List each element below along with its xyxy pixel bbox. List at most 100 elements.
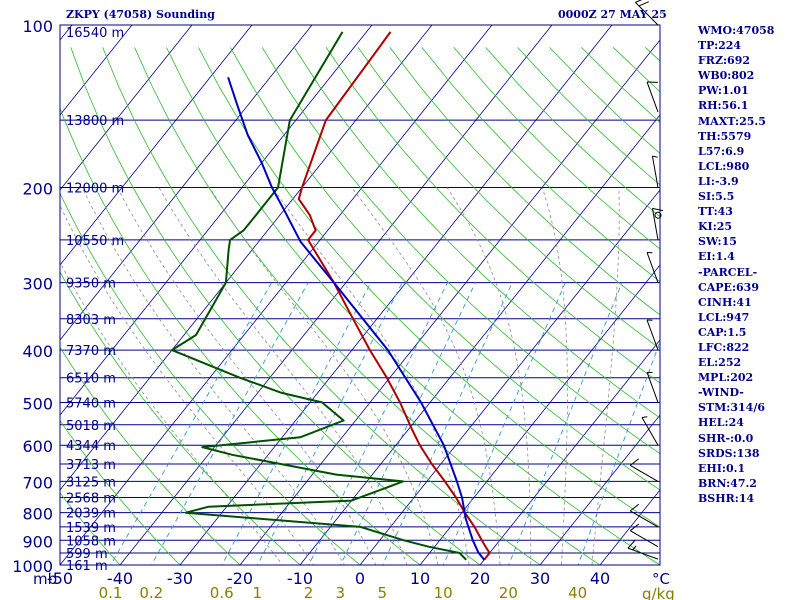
wind-barb (646, 319, 659, 351)
pressure-tick-label: 500 (22, 394, 53, 413)
index-item: MPL:202 (698, 371, 754, 385)
mixing-ratio-line (308, 282, 448, 565)
dry-adiabat (60, 107, 421, 565)
mixing-ratio-tick-label: 40 (568, 584, 587, 600)
index-item: HEL:24 (698, 416, 744, 430)
index-item: TP:224 (698, 39, 742, 53)
index-item: RH:56.1 (698, 99, 749, 113)
dry-adiabat (102, 47, 541, 565)
wind-barb (654, 211, 662, 219)
mixing-ratio-line (340, 282, 476, 565)
barb-flag (652, 207, 664, 212)
series-layer (170, 31, 491, 561)
indices-panel: WMO:47058 TP:224 FRZ:692 WB0:802 PW:1.01 RH:5… (698, 23, 774, 506)
barb-flag (647, 371, 653, 373)
barb-flag (638, 1, 650, 7)
y-axis-unit: mb (33, 570, 57, 588)
dry-adiabat (198, 47, 660, 528)
index-item: STM:314/6 (698, 401, 765, 415)
index-item: L57:6.9 (698, 144, 745, 158)
moist-adiabat (209, 187, 439, 565)
temperature-tick-label: 20 (470, 569, 490, 588)
height-label: 599 m (66, 547, 108, 562)
mixing-ratio-line (577, 340, 660, 565)
height-label: 9350 m (66, 277, 116, 292)
dry-adiabat (166, 47, 660, 565)
index-item: EHI:0.1 (698, 461, 746, 475)
dry-adiabat (357, 47, 660, 350)
isotherm (0, 25, 12, 565)
barb-flag (632, 545, 637, 551)
height-labels: 16540 m 13800 m 12000 m 10550 m 9350 m 8303 m… (66, 26, 124, 574)
dry-adiabat (421, 47, 660, 283)
index-item: BSHR:14 (698, 491, 755, 505)
pressure-tick-label: 300 (22, 275, 53, 294)
mixing-ratio-tick-label: 20 (499, 584, 518, 600)
wind-barbs (627, 0, 664, 560)
wind-barb (646, 81, 659, 113)
grid-layer (0, 25, 660, 565)
height-label: 10550 m (66, 234, 124, 249)
parcel-line (227, 76, 485, 561)
wind-barb (651, 155, 659, 188)
moist-adiabat (446, 187, 532, 565)
barb-staff (646, 319, 659, 351)
pressure-tick-label: 700 (22, 473, 53, 492)
barb-staff (630, 510, 659, 528)
index-item: EL:252 (698, 356, 742, 370)
barb-staff (630, 464, 659, 482)
isotherm (60, 25, 433, 491)
mixing-ratio-tick-label: 0.6 (210, 584, 234, 600)
height-label: 4344 m (66, 439, 116, 454)
isotherm (60, 25, 193, 191)
temperature-tick-label: -20 (227, 569, 253, 588)
mixing-ratio-tick-label: 2 (304, 584, 314, 600)
wind-barb (627, 539, 659, 560)
index-item: MAXT:25.5 (698, 114, 766, 128)
dry-adiabat (389, 47, 660, 316)
mixing-ratio-line (508, 282, 623, 565)
title: ZKPY (47058) Sounding (66, 8, 215, 21)
dry-adiabat (261, 47, 660, 455)
index-item: LCL:980 (698, 159, 750, 173)
dry-adiabat (293, 47, 660, 419)
wind-barb (651, 207, 664, 240)
index-item: LFC:822 (698, 340, 750, 354)
wind-barb (646, 252, 659, 283)
wind-barb (646, 371, 659, 403)
height-label: 1058 m (66, 534, 116, 549)
height-label: 3713 m (66, 458, 116, 473)
isotherm (60, 25, 373, 416)
pressure-tick-label: 200 (22, 180, 53, 199)
temperature-tick-label: -40 (107, 569, 133, 588)
height-label: 13800 m (66, 114, 124, 129)
index-item: TH:5579 (698, 129, 752, 143)
height-label: 3125 m (66, 475, 116, 490)
temperature-line (297, 31, 491, 561)
dry-adiabat (325, 47, 660, 384)
dry-adiabat (60, 492, 121, 565)
barb-staff (646, 81, 659, 113)
height-label: 5740 m (66, 396, 116, 411)
mixing-ratio-unit: g/kg (642, 585, 675, 600)
isotherm (299, 114, 660, 565)
index-item: WMO:47058 (698, 24, 775, 37)
barb-flag (635, 0, 646, 3)
pressure-tick-label: 400 (22, 342, 53, 361)
isotherm (419, 264, 660, 565)
barb-flag (652, 155, 658, 158)
height-label: 12000 m (66, 182, 124, 197)
barb-staff (627, 547, 659, 560)
index-item: SRDS:138 (698, 446, 760, 460)
moist-adiabat (591, 187, 620, 565)
dry-adiabat (70, 47, 481, 565)
barb-flag (647, 252, 653, 254)
moist-adiabat (60, 261, 283, 565)
mixing-ratio-line (110, 282, 273, 565)
barb-flag (629, 523, 640, 532)
barb-flag (629, 503, 640, 512)
barb-flag (629, 458, 640, 466)
barb-staff (641, 417, 659, 446)
isotherm (119, 25, 553, 565)
index-item: CAP:1.5 (698, 325, 747, 339)
